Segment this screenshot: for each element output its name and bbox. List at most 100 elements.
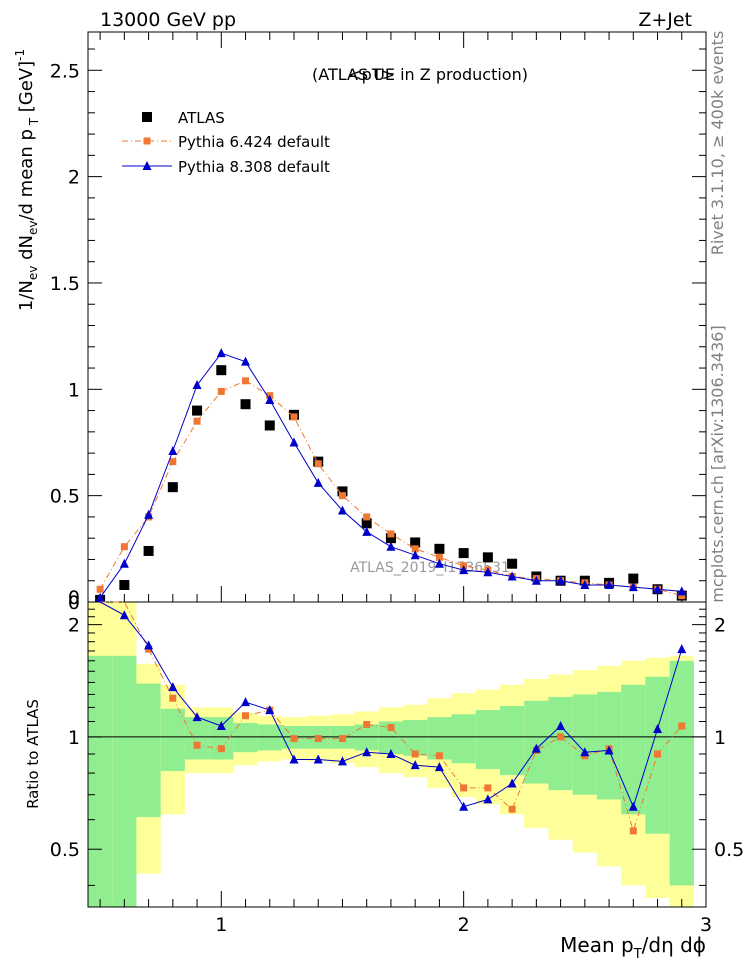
main-s2-point [459,565,469,575]
legend-marker [142,112,152,122]
main-s0-point [628,573,639,584]
ylabel-sub-t: T [27,117,41,129]
main-s2-point [362,526,372,536]
main-s2-point [653,584,663,594]
ratio-s1-point [434,762,444,772]
ratio-s0-point [435,752,443,760]
main-s0-point [337,486,348,497]
main-s2-point [434,558,444,568]
ratio-s1-point [216,720,226,730]
legend: ATLAS Pythia 6.424 default Pythia 8.308 de… [122,109,330,176]
ratio-s1-point [386,748,396,758]
main-s2-point [604,579,614,589]
main-s1-point [290,413,298,421]
legend-marker [142,161,152,170]
main-s2-point [410,550,420,560]
ratio-s0-point [217,745,225,753]
main-s1-point [193,417,201,425]
ratio-s0-point [387,723,395,731]
main-x-ticks [99,32,707,602]
ylabel-part-4: [GeV] [16,61,37,118]
main-s2-point [313,477,323,487]
main-s2-point [580,579,590,589]
ratio-s0-point [411,750,419,758]
header-right-label: Z+Jet [638,9,692,31]
inner-band-bin [572,694,597,795]
legend-label: Pythia 6.424 default [178,133,330,151]
ratio-s0-point [460,784,468,792]
main-s2-point [337,505,347,515]
ratio-s0-point [290,735,298,743]
ylabel-part-1: 1/N [16,280,37,311]
main-s1-point [96,585,104,593]
ratio-s1-point [556,720,566,730]
main-s0-point [385,533,396,544]
main-s2-point [241,356,251,366]
ratio-y-tick-label: 1 [68,727,80,749]
main-s1-point [338,492,346,500]
xlabel-part-2: /dη dϕ [642,933,706,957]
main-s1-point [411,545,419,553]
main-s0-point [410,537,421,548]
inner-band-bin [88,655,113,907]
main-s2-point [216,348,226,358]
main-s0-point [119,579,130,590]
inner-band-bin [451,714,476,764]
ratio-s1-point [580,747,590,757]
main-s2-point [483,567,493,577]
main-s1-point [387,530,395,538]
main-s1-point [435,553,443,561]
ratio-y-axis-title: Ratio to ATLAS [24,699,42,809]
mcplots-source-label: mcplots.cern.ch [arXiv:1306.3436] [708,325,727,602]
ratio-s1-point [628,801,638,811]
main-s1-point [678,592,686,600]
inner-band-bin [233,722,258,753]
ratio-y-tick-label: 2 [68,615,80,637]
main-y-zero-label: 0 [68,587,80,609]
main-s0-point [216,365,227,376]
ratio-s1-point [241,697,251,707]
xlabel-part-1: Mean p [560,933,634,957]
main-s1-point [217,387,225,395]
ratio-s0-point [338,735,346,743]
ratio-s0-point [169,694,177,702]
ratio-s1-point [119,610,129,620]
inner-band-bin [184,717,210,760]
ratio-s1-point [677,644,687,654]
main-s2-point [168,445,178,455]
ratio-s1-point [483,794,493,804]
inner-band-bin [257,724,282,751]
ratio-y-tick-label-right: 2 [714,615,726,637]
ratio-s1-point [168,682,178,692]
main-s2-series-group [95,348,687,602]
inner-band-bin [354,724,379,751]
main-s0-point [240,399,251,410]
ratio-y-tick-label: 0.5 [50,839,80,861]
ratio-s0-point [242,712,250,720]
main-s0-point [167,482,178,493]
ratio-s1-point [604,745,614,755]
x-tick-label: 3 [700,914,712,936]
main-y-tick-label: 0 [68,592,80,614]
ratio-s0-point [629,827,637,835]
ylabel-sub-ev: ev [26,266,40,280]
main-s2-point [119,558,129,568]
main-s1-point [314,460,322,468]
main-s2-point [531,575,541,585]
main-s0-point [192,405,203,416]
chart-title: <pT> [348,65,395,84]
main-s2-point [507,571,517,581]
main-s2-point [677,586,687,596]
ratio-s1-point [410,760,420,770]
header-left-label: 13000 GeV pp [100,9,236,31]
main-s2-point [628,582,638,592]
ratio-s0-point [508,805,516,813]
main-s0-point [264,420,275,431]
ratio-s1-point [289,754,299,764]
xlabel-sub-t: T [633,947,642,962]
ratio-s0-point [484,784,492,792]
main-s0-point [361,518,372,529]
ratio-s0-point [314,735,322,743]
inner-band-bin [160,708,185,772]
